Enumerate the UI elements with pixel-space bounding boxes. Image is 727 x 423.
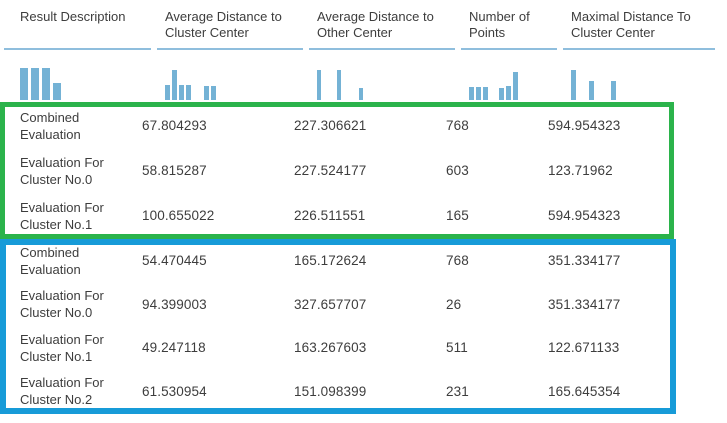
table-row: Combined Evaluation 54.470445 165.172624…	[0, 239, 727, 283]
cell-result-description: Evaluation For Cluster No.0	[20, 288, 104, 321]
cell-number-of-points: 26	[446, 296, 462, 312]
histogram-bar	[359, 88, 363, 100]
histogram-bar	[211, 86, 216, 100]
histogram-maximal-distance-to-cluster-center[interactable]	[563, 50, 715, 103]
histogram-bar	[42, 68, 50, 100]
table-header-row: Result Description Average Distance to C…	[0, 0, 727, 50]
cell-maximal-distance-to-cluster-center: 594.954323	[548, 118, 621, 133]
table-row: Evaluation For Cluster No.2 61.530954 15…	[0, 370, 727, 414]
table-row: Evaluation For Cluster No.0 94.399003 32…	[0, 283, 727, 327]
table-row: Evaluation For Cluster No.0 58.815287 22…	[0, 148, 727, 193]
cell-number-of-points: 768	[446, 253, 469, 269]
cell-maximal-distance-to-cluster-center: 594.954323	[548, 208, 621, 223]
cell-number-of-points: 511	[446, 340, 468, 356]
table-body-section-2: Combined Evaluation 54.470445 165.172624…	[0, 239, 727, 413]
histogram-bar	[31, 68, 39, 100]
cell-number-of-points: 231	[446, 383, 469, 399]
histogram-bar	[20, 68, 28, 100]
cell-avg-distance-to-cluster-center: 100.655022	[142, 208, 215, 223]
cell-result-description: Evaluation For Cluster No.0	[20, 154, 104, 187]
cell-number-of-points: 165	[446, 208, 469, 223]
cell-maximal-distance-to-cluster-center: 123.71962	[548, 163, 613, 178]
histogram-result-description[interactable]	[4, 50, 151, 103]
histogram-bar	[476, 87, 481, 100]
histogram-bar	[499, 88, 504, 100]
column-header-number-of-points[interactable]: Number of Points	[461, 0, 557, 50]
histogram-bar	[204, 86, 209, 100]
table-row: Evaluation For Cluster No.1 49.247118 16…	[0, 326, 727, 370]
cell-avg-distance-to-cluster-center: 58.815287	[142, 163, 207, 178]
histogram-number-of-points[interactable]	[461, 50, 557, 103]
cell-result-description: Evaluation For Cluster No.1	[20, 199, 104, 232]
cell-avg-distance-to-cluster-center: 67.804293	[142, 118, 207, 133]
histogram-strip	[0, 50, 727, 103]
cell-avg-distance-to-other-center: 227.524177	[294, 163, 367, 178]
cell-maximal-distance-to-cluster-center: 165.645354	[548, 383, 621, 399]
cell-avg-distance-to-other-center: 165.172624	[294, 253, 367, 269]
histogram-bar	[179, 85, 184, 100]
cell-avg-distance-to-other-center: 227.306621	[294, 118, 367, 133]
cell-avg-distance-to-cluster-center: 94.399003	[142, 296, 207, 312]
column-header-maximal-distance-to-cluster-center[interactable]: Maximal Distance To Cluster Center	[563, 0, 715, 50]
cell-maximal-distance-to-cluster-center: 351.334177	[548, 253, 621, 269]
cell-avg-distance-to-other-center: 327.657707	[294, 296, 367, 312]
cell-number-of-points: 603	[446, 163, 469, 178]
table-row: Combined Evaluation 67.804293 227.306621…	[0, 103, 727, 148]
histogram-avg-distance-to-other-center[interactable]	[309, 50, 455, 103]
histogram-bar	[571, 70, 576, 100]
histogram-bar	[611, 81, 616, 100]
cell-result-description: Evaluation For Cluster No.1	[20, 331, 104, 364]
column-header-avg-distance-to-other-center[interactable]: Average Distance to Other Center	[309, 0, 455, 50]
table-body-section-1: Combined Evaluation 67.804293 227.306621…	[0, 103, 727, 238]
cell-avg-distance-to-other-center: 151.098399	[294, 383, 367, 399]
cell-avg-distance-to-cluster-center: 61.530954	[142, 383, 207, 399]
cell-result-description: Combined Evaluation	[20, 109, 81, 142]
histogram-bar	[172, 70, 177, 100]
histogram-bar	[513, 72, 518, 100]
column-header-result-description[interactable]: Result Description	[4, 0, 151, 50]
histogram-bar	[506, 86, 511, 100]
cell-avg-distance-to-cluster-center: 49.247118	[142, 340, 206, 356]
histogram-avg-distance-to-cluster-center[interactable]	[157, 50, 303, 103]
histogram-bar	[337, 70, 341, 100]
cell-number-of-points: 768	[446, 118, 469, 133]
histogram-bar	[469, 87, 474, 100]
cell-maximal-distance-to-cluster-center: 351.334177	[548, 296, 621, 312]
histogram-bar	[186, 85, 191, 100]
cell-maximal-distance-to-cluster-center: 122.671133	[548, 340, 620, 356]
column-header-avg-distance-to-cluster-center[interactable]: Average Distance to Cluster Center	[157, 0, 303, 50]
histogram-bar	[317, 70, 321, 100]
cell-avg-distance-to-other-center: 163.267603	[294, 340, 367, 356]
table-row: Evaluation For Cluster No.1 100.655022 2…	[0, 193, 727, 238]
cell-avg-distance-to-other-center: 226.511551	[294, 208, 366, 223]
cell-result-description: Combined Evaluation	[20, 244, 81, 277]
histogram-bar	[483, 87, 488, 100]
histogram-bar	[165, 85, 170, 100]
cell-avg-distance-to-cluster-center: 54.470445	[142, 253, 207, 269]
cell-result-description: Evaluation For Cluster No.2	[20, 375, 104, 408]
histogram-bar	[53, 83, 61, 100]
histogram-bar	[589, 81, 594, 100]
